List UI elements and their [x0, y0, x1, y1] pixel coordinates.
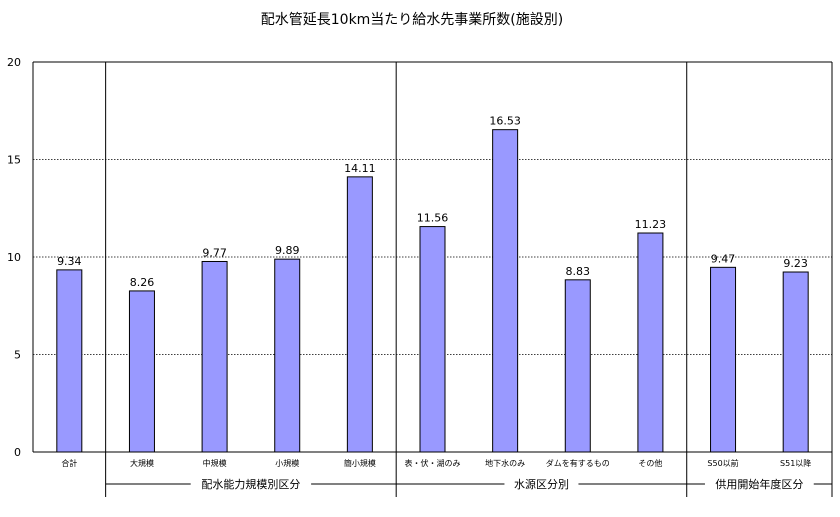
data-label: 8.83	[566, 265, 591, 278]
bar	[201, 260, 228, 453]
category-labels: 合計 大規模 中規模 小規模 簡小規模 表・伏・湖のみ 地下水のみ ダムを有するもの その他 S5…	[61, 458, 811, 468]
category-label: 簡小規模	[344, 458, 376, 468]
data-label: 9.23	[783, 257, 808, 270]
data-label: 8.26	[130, 276, 155, 289]
bars	[56, 129, 809, 453]
bar	[637, 232, 664, 453]
category-label: 地下水のみ	[485, 458, 525, 468]
y-tick-label: 15	[7, 154, 21, 167]
data-label: 14.11	[344, 162, 376, 175]
bar	[782, 271, 809, 453]
category-label: S51以降	[780, 458, 811, 468]
data-labels: 9.34 8.26 9.77 9.89 14.11 11.56 16.53 8.83 11.23…	[57, 115, 808, 289]
bar	[419, 226, 446, 453]
category-label: 中規模	[203, 458, 227, 468]
y-tick-label: 20	[7, 56, 21, 69]
group-label: 供用開始年度区分	[715, 477, 803, 491]
group-label: 配水能力規模別区分	[201, 477, 300, 491]
bar	[346, 176, 373, 453]
bar	[492, 129, 519, 453]
data-label: 16.53	[489, 115, 521, 128]
y-tick-label: 5	[14, 349, 21, 362]
bar	[710, 266, 737, 453]
category-label: ダムを有するもの	[546, 458, 610, 468]
data-label: 11.23	[635, 218, 667, 231]
y-tick-label: 10	[7, 251, 21, 264]
data-label: 9.47	[711, 252, 736, 265]
plot-frame	[32, 61, 833, 497]
category-label: S50以前	[707, 458, 738, 468]
data-label: 11.56	[417, 212, 449, 225]
bar	[56, 269, 83, 453]
category-label: 大規模	[130, 458, 154, 468]
category-label: 小規模	[275, 458, 299, 468]
bar	[274, 258, 301, 453]
data-label: 9.89	[275, 244, 300, 257]
y-axis-ticks: 0 5 10 15 20	[7, 56, 21, 459]
data-label: 9.77	[202, 246, 227, 259]
category-label: 表・伏・湖のみ	[405, 458, 461, 468]
category-label: 合計	[61, 458, 77, 468]
bar	[128, 290, 155, 453]
group-label: 水源区分別	[514, 477, 569, 491]
group-labels: 配水能力規模別区分 水源区分別 供用開始年度区分	[201, 477, 803, 491]
y-tick-label: 0	[14, 446, 21, 459]
chart-title: 配水管延長10km当たり給水先事業所数(施設別)	[261, 12, 563, 28]
category-label: その他	[638, 458, 662, 468]
data-label: 9.34	[57, 255, 82, 268]
bar	[564, 279, 591, 453]
